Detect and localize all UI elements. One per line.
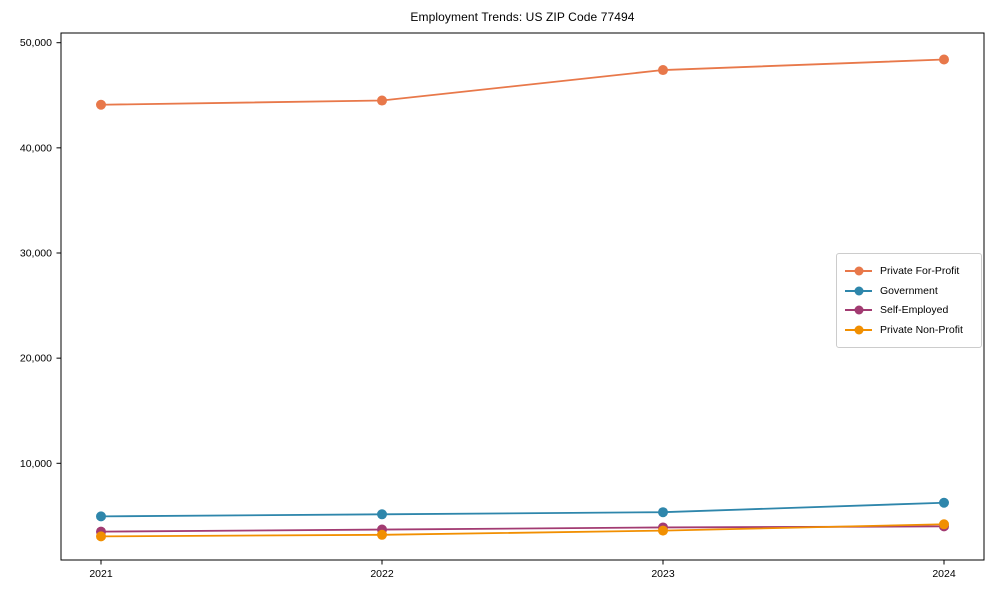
series-line-private-non-profit [100,523,945,538]
y-tick-label: 10,000 [20,458,52,470]
legend-marker-private-for-profit [845,266,872,276]
data-point-private-for-profit [377,95,387,106]
series-line-private-for-profit [100,58,945,106]
x-tick-label: 2021 [89,568,113,580]
x-tick-label: 2024 [932,568,956,580]
data-point-private-for-profit [939,54,949,65]
legend-marker-self-employed [845,305,872,315]
y-tick-label: 50,000 [20,37,52,49]
legend-item-private-non-profit: Private Non-Profit [845,320,972,340]
data-point-government [96,511,106,522]
legend-label-private-non-profit: Private Non-Profit [880,324,963,337]
legend-marker-private-non-profit [845,325,872,335]
axis-frame [60,32,985,561]
y-tick-label: 30,000 [20,248,52,260]
data-point-private-non-profit [658,525,668,536]
legend-item-government: Government [845,281,972,301]
data-point-private-for-profit [658,65,668,76]
data-point-private-non-profit [96,531,106,542]
legend: Private For-Profit Government Self-Emplo… [836,253,982,348]
data-point-private-non-profit [377,529,387,540]
data-point-government [658,507,668,518]
series-line-government [100,501,945,518]
legend-label-self-employed: Self-Employed [880,304,949,317]
data-point-private-for-profit [96,99,106,110]
x-tick-label: 2023 [651,568,675,580]
legend-marker-government [845,286,872,296]
y-tick-label: 20,000 [20,353,52,365]
chart-title: Employment Trends: US ZIP Code 77494 [410,10,635,24]
data-point-government [377,509,387,520]
data-point-government [939,497,949,508]
x-tick-label: 2022 [370,568,394,580]
data-point-private-non-profit [939,519,949,530]
legend-label-private-for-profit: Private For-Profit [880,264,960,277]
legend-item-self-employed: Self-Employed [845,301,972,321]
y-tick-label: 40,000 [20,142,52,154]
legend-item-private-for-profit: Private For-Profit [845,261,972,281]
legend-label-government: Government [880,284,938,297]
